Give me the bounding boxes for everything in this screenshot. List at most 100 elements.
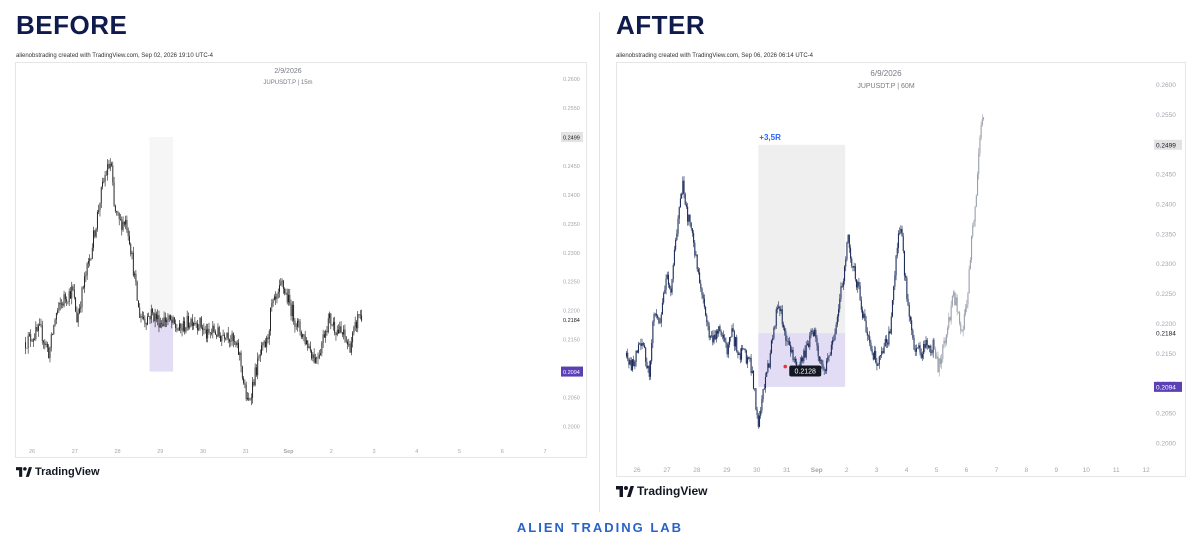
candle-body [98, 210, 100, 213]
candle-body [312, 354, 314, 359]
candle-body [762, 389, 764, 400]
candle-body [273, 296, 275, 300]
candle-body [344, 329, 346, 337]
candle-body [188, 316, 189, 328]
candle-body [235, 341, 237, 346]
candle-body [40, 324, 42, 326]
candle-body [279, 285, 280, 292]
candle-body [356, 321, 357, 329]
candle-body [830, 344, 832, 355]
candle-body [787, 340, 789, 342]
candle-body [225, 337, 227, 339]
candle-body [821, 359, 823, 365]
candle-body [222, 334, 224, 336]
candle-body [678, 207, 680, 219]
candle-body [651, 343, 653, 362]
candle-body [649, 361, 652, 377]
candle-body [55, 313, 57, 320]
candle-body [973, 221, 975, 226]
candle-body [657, 315, 659, 318]
candle-body [979, 138, 981, 154]
low-marker-label: 0.2128 [795, 369, 817, 376]
candle-body [776, 307, 779, 310]
before-credit: alienobstrading created with TradingView… [16, 53, 214, 59]
candle-body [852, 266, 854, 268]
candle-body [684, 193, 686, 205]
candle-body [653, 314, 655, 322]
candle-body [195, 323, 197, 325]
candle-body [682, 180, 684, 194]
candle-body [26, 347, 28, 349]
candle-body [736, 337, 738, 352]
x-tick-label: 3 [875, 467, 879, 474]
x-tick-label: 5 [935, 467, 939, 474]
candle-body [730, 336, 732, 338]
candle-body [218, 327, 220, 336]
chart-symbol-label: JUPUSDT.P | 15m [263, 80, 312, 86]
candle-body [681, 193, 683, 199]
candle-body [334, 321, 336, 333]
candle-body [198, 328, 200, 330]
candle-body [804, 350, 806, 358]
x-tick-label: 2 [330, 449, 333, 455]
candle-body [358, 314, 360, 315]
candle-body [102, 181, 103, 187]
candle-body [882, 351, 884, 353]
candle-body [171, 319, 173, 323]
candle-body [150, 309, 152, 320]
candle-body [810, 330, 812, 336]
candle-body [350, 342, 352, 353]
y-tick-label: 0.2550 [1156, 112, 1176, 119]
candle-body [172, 317, 174, 323]
candle-body [961, 330, 963, 332]
candle-body [883, 346, 885, 353]
candle-body [109, 163, 111, 169]
candle-body [936, 356, 938, 359]
x-tick-label: 30 [753, 467, 761, 474]
candle-body [719, 326, 721, 332]
candle-body [307, 340, 309, 349]
candle-body [655, 313, 658, 316]
candle-body [788, 341, 790, 345]
candle-body [117, 211, 119, 213]
x-tick-label: 31 [243, 449, 249, 455]
candle-body [276, 293, 278, 300]
candle-body [790, 344, 792, 353]
candle-body [643, 345, 646, 348]
candle-body [34, 338, 36, 340]
candle-body [177, 330, 179, 331]
candle-body [648, 365, 650, 377]
candle-body [925, 339, 927, 348]
chart-frame [15, 62, 587, 458]
x-tick-label: 29 [723, 467, 731, 474]
y-tick-label: 0.2600 [563, 77, 580, 83]
candle-body [791, 349, 793, 353]
candle-body [213, 325, 215, 332]
candle-body [909, 316, 911, 321]
candle-body [897, 233, 900, 248]
candle-body [949, 317, 951, 321]
candle-body [742, 348, 744, 350]
candle-body [676, 233, 678, 240]
candle-body [281, 280, 283, 283]
candle-body [35, 327, 37, 339]
candle-body [253, 381, 255, 386]
price-label-target-bg [1154, 139, 1182, 150]
candle-body [665, 278, 667, 290]
candle-body [702, 294, 704, 299]
candle-body [323, 334, 325, 338]
candle-body [212, 325, 214, 333]
candle-body [311, 350, 313, 359]
y-tick-label: 0.2000 [1156, 441, 1176, 448]
x-tick-label: 12 [1143, 467, 1151, 474]
candle-body [775, 309, 777, 326]
candle-body [190, 318, 192, 326]
candle-body [306, 340, 307, 345]
candle-body [743, 349, 745, 350]
candle-body [240, 352, 242, 367]
candle-body [140, 316, 142, 318]
